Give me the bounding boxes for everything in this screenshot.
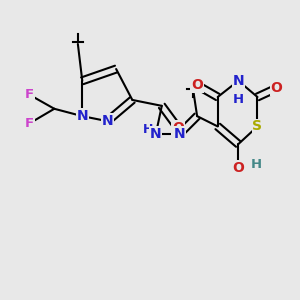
Text: N: N	[76, 109, 88, 123]
Text: O: O	[191, 78, 203, 92]
Text: N: N	[232, 74, 244, 88]
Text: H: H	[250, 158, 262, 171]
Text: F: F	[25, 117, 34, 130]
Text: O: O	[172, 121, 184, 135]
Text: N: N	[150, 127, 162, 141]
Text: N: N	[101, 114, 113, 128]
Text: O: O	[232, 161, 244, 175]
Text: H: H	[142, 123, 153, 136]
Text: F: F	[25, 88, 34, 101]
Text: O: O	[271, 81, 283, 95]
Text: H: H	[233, 93, 244, 106]
Text: S: S	[253, 119, 262, 134]
Text: N: N	[174, 127, 185, 141]
